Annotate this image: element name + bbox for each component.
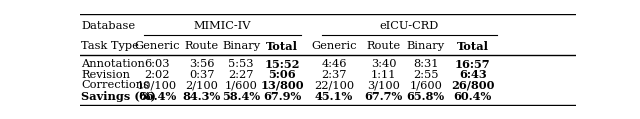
Text: Route: Route bbox=[367, 41, 401, 51]
Text: 1:11: 1:11 bbox=[371, 70, 396, 80]
Text: Generic: Generic bbox=[311, 41, 356, 51]
Text: Total: Total bbox=[457, 41, 489, 52]
Text: Route: Route bbox=[184, 41, 219, 51]
Text: 6:43: 6:43 bbox=[459, 69, 486, 80]
Text: 65.8%: 65.8% bbox=[406, 91, 445, 102]
Text: 13/800: 13/800 bbox=[260, 80, 304, 91]
Text: 6:03: 6:03 bbox=[144, 59, 170, 69]
Text: 3/100: 3/100 bbox=[367, 80, 400, 90]
Text: 1/600: 1/600 bbox=[409, 80, 442, 90]
Text: 84.3%: 84.3% bbox=[182, 91, 221, 102]
Text: 5:06: 5:06 bbox=[269, 69, 296, 80]
Text: Generic: Generic bbox=[134, 41, 180, 51]
Text: 5:53: 5:53 bbox=[228, 59, 254, 69]
Text: Total: Total bbox=[266, 41, 298, 52]
Text: 3:40: 3:40 bbox=[371, 59, 396, 69]
Text: Task Type: Task Type bbox=[81, 41, 139, 51]
Text: Database: Database bbox=[81, 21, 135, 31]
Text: 1/600: 1/600 bbox=[225, 80, 258, 90]
Text: 15:52: 15:52 bbox=[264, 59, 300, 70]
Text: Binary: Binary bbox=[222, 41, 260, 51]
Text: Corrections: Corrections bbox=[81, 80, 149, 90]
Text: 2/100: 2/100 bbox=[185, 80, 218, 90]
Text: 26/800: 26/800 bbox=[451, 80, 495, 91]
Text: 67.9%: 67.9% bbox=[263, 91, 301, 102]
Text: 10/100: 10/100 bbox=[137, 80, 177, 90]
Text: 3:56: 3:56 bbox=[189, 59, 214, 69]
Text: Binary: Binary bbox=[406, 41, 445, 51]
Text: 2:37: 2:37 bbox=[321, 70, 347, 80]
Text: 0:37: 0:37 bbox=[189, 70, 214, 80]
Text: 16:57: 16:57 bbox=[455, 59, 491, 70]
Text: eICU-CRD: eICU-CRD bbox=[380, 21, 439, 31]
Text: 60.4%: 60.4% bbox=[454, 91, 492, 102]
Text: MIMIC-IV: MIMIC-IV bbox=[194, 21, 252, 31]
Text: 2:02: 2:02 bbox=[144, 70, 170, 80]
Text: 22/100: 22/100 bbox=[314, 80, 354, 90]
Text: 2:55: 2:55 bbox=[413, 70, 438, 80]
Text: Savings (%): Savings (%) bbox=[81, 91, 156, 102]
Text: 67.7%: 67.7% bbox=[364, 91, 403, 102]
Text: 45.1%: 45.1% bbox=[315, 91, 353, 102]
Text: 58.4%: 58.4% bbox=[222, 91, 260, 102]
Text: 2:27: 2:27 bbox=[228, 70, 254, 80]
Text: 66.4%: 66.4% bbox=[138, 91, 176, 102]
Text: Annotation: Annotation bbox=[81, 59, 145, 69]
Text: Revision: Revision bbox=[81, 70, 130, 80]
Text: 8:31: 8:31 bbox=[413, 59, 438, 69]
Text: 4:46: 4:46 bbox=[321, 59, 347, 69]
